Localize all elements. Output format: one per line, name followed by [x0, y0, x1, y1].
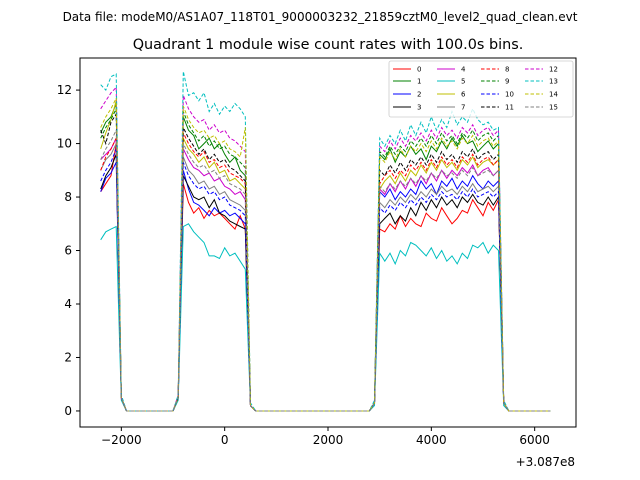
- suptitle: Data file: modeM0/AS1A07_118T01_90000032…: [63, 10, 578, 24]
- x-tick-label: 0: [221, 433, 229, 447]
- legend-label-13: 13: [549, 78, 558, 86]
- y-tick-label: 12: [57, 83, 72, 97]
- y-tick-label: 4: [64, 297, 72, 311]
- legend-label-7: 7: [461, 104, 465, 112]
- plot-area: [100, 71, 551, 412]
- legend-label-14: 14: [549, 91, 558, 99]
- x-tick-label: 4000: [416, 433, 447, 447]
- x-tick-label: 6000: [519, 433, 550, 447]
- x-tick-label: 2000: [313, 433, 344, 447]
- legend-label-12: 12: [549, 66, 558, 74]
- x-offset-label: +3.087e8: [516, 455, 575, 469]
- legend-frame: [388, 60, 574, 118]
- legend-label-15: 15: [549, 104, 558, 112]
- series-line-15: [100, 129, 551, 412]
- legend-label-9: 9: [505, 78, 509, 86]
- y-tick-label: 0: [64, 404, 72, 418]
- x-tick-label: −2000: [101, 433, 142, 447]
- y-tick-label: 8: [64, 190, 72, 204]
- legend-label-3: 3: [417, 104, 421, 112]
- legend-label-11: 11: [505, 104, 514, 112]
- legend-label-5: 5: [461, 78, 465, 86]
- legend-label-4: 4: [461, 66, 466, 74]
- y-tick-label: 2: [64, 350, 72, 364]
- y-tick-label: 6: [64, 244, 72, 258]
- x-axis: −2000 0 2000 4000 6000: [101, 427, 550, 447]
- legend-label-6: 6: [461, 91, 466, 99]
- y-axis: 0 2 4 6 8 10 12: [57, 83, 80, 418]
- legend-label-1: 1: [417, 78, 421, 86]
- legend-label-0: 0: [417, 66, 421, 74]
- legend-label-10: 10: [505, 91, 514, 99]
- series-line-14: [100, 97, 551, 412]
- chart-title: Quadrant 1 module wise count rates with …: [133, 37, 524, 53]
- series-line-12: [100, 86, 551, 412]
- y-tick-label: 10: [57, 137, 72, 151]
- legend-label-8: 8: [505, 66, 509, 74]
- legend-label-2: 2: [417, 91, 421, 99]
